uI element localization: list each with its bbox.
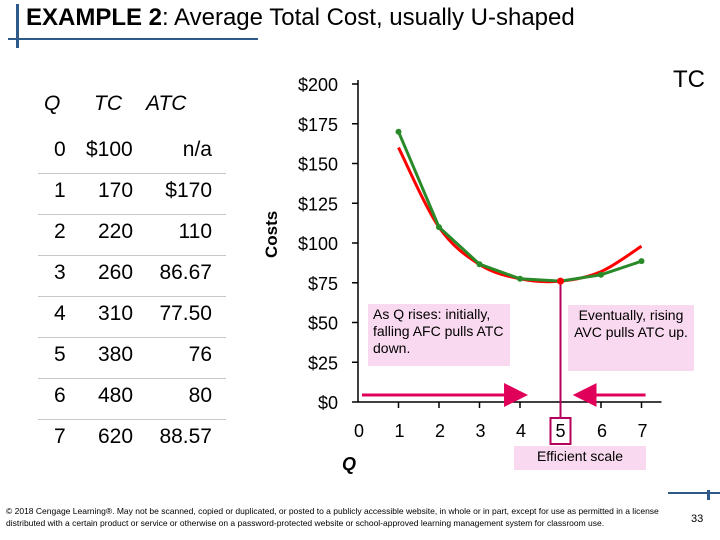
atc-point xyxy=(638,258,645,265)
table-cell-atc: 76 xyxy=(188,343,212,366)
y-axis-title: Costs xyxy=(262,210,281,258)
table-cell-atc: $170 xyxy=(165,179,212,202)
table-cell-tc: 480 xyxy=(98,384,134,407)
table-cell-atc: 110 xyxy=(178,220,212,243)
table-cell-q: 4 xyxy=(54,302,66,325)
table-cell-atc: 86.67 xyxy=(159,261,212,284)
table-cell-q: 0 xyxy=(54,138,66,161)
slide-title: EXAMPLE 2: Average Total Cost, usually U… xyxy=(26,4,575,32)
x-tick-label: 4 xyxy=(516,421,526,441)
table-cell-atc: n/a xyxy=(182,138,212,161)
atc-point xyxy=(436,224,442,231)
atc-point xyxy=(395,128,402,135)
x-tick-label: 3 xyxy=(475,421,485,441)
x-tick-label: 2 xyxy=(435,421,445,441)
table-cell-tc: 310 xyxy=(98,302,134,325)
atc-line xyxy=(397,131,642,283)
slide-title-prefix: EXAMPLE 2 xyxy=(26,4,163,31)
table-row-divider xyxy=(38,255,226,256)
page-number: 33 xyxy=(691,513,704,525)
tc-label: TC xyxy=(673,66,705,93)
efficient-scale-point xyxy=(557,277,564,285)
title-accent-bar xyxy=(16,4,19,48)
header-atc: ATC xyxy=(146,92,187,115)
table-cell-tc: 220 xyxy=(98,220,134,243)
x-tick-label: 1 xyxy=(394,421,404,441)
efficient-scale-label: Efficient scale xyxy=(514,446,646,470)
table-cell-atc: 80 xyxy=(188,384,212,407)
note-rising-avc: Eventually, rising AVC pulls ATC up. xyxy=(568,305,694,371)
y-tick-label: $200 xyxy=(298,75,338,95)
table-cell-q: 6 xyxy=(54,384,66,407)
table-cell-tc: 260 xyxy=(98,261,134,284)
copyright-footer: © 2018 Cengage Learning®. May not be sca… xyxy=(6,506,659,528)
table-cell-q: 1 xyxy=(54,179,66,202)
y-tick-label: $125 xyxy=(298,194,338,214)
footer-accent-line xyxy=(668,492,720,494)
table-row-divider xyxy=(38,214,226,215)
table-cell-q: 7 xyxy=(54,425,66,448)
table-cell-tc: 620 xyxy=(98,425,134,448)
table-cell-tc: 380 xyxy=(98,343,134,366)
efficient-scale-box xyxy=(549,417,572,445)
table-cell-tc: $100 xyxy=(86,138,133,161)
atc-point xyxy=(598,271,604,278)
table-cell-q: 5 xyxy=(54,343,66,366)
y-tick-label: $150 xyxy=(298,155,338,175)
atc-point xyxy=(517,275,523,282)
table-row-divider xyxy=(38,419,226,420)
y-tick-label: $175 xyxy=(298,115,338,135)
table-cell-q: 3 xyxy=(54,261,66,284)
header-tc: TC xyxy=(94,92,122,115)
efficient-scale-box-label: 5 xyxy=(555,421,565,441)
x-tick-label: 0 xyxy=(354,421,364,441)
note-falling-afc: As Q rises: initially, falling AFC pulls… xyxy=(368,304,510,366)
title-underline xyxy=(8,38,258,40)
x-axis-title: Q xyxy=(342,454,356,474)
y-tick-label: $0 xyxy=(318,393,338,413)
table-cell-q: 2 xyxy=(54,220,66,243)
table-cell-tc: 170 xyxy=(98,179,134,202)
x-tick-label: 7 xyxy=(637,421,647,441)
atc-point xyxy=(476,261,483,268)
y-tick-label: $100 xyxy=(298,234,338,254)
table-cell-atc: 88.57 xyxy=(159,425,212,448)
table-row-divider xyxy=(38,173,226,174)
table-row-divider xyxy=(38,296,226,297)
header-q: Q xyxy=(44,92,61,115)
y-tick-label: $50 xyxy=(308,314,338,334)
table-row-divider xyxy=(38,337,226,338)
y-tick-label: $25 xyxy=(308,353,338,373)
table-row-divider xyxy=(38,378,226,379)
y-tick-label: $75 xyxy=(308,274,338,294)
table-cell-atc: 77.50 xyxy=(159,302,212,325)
x-tick-label: 6 xyxy=(597,421,607,441)
slide-title-text: : Average Total Cost, usually U-shaped xyxy=(162,4,575,31)
